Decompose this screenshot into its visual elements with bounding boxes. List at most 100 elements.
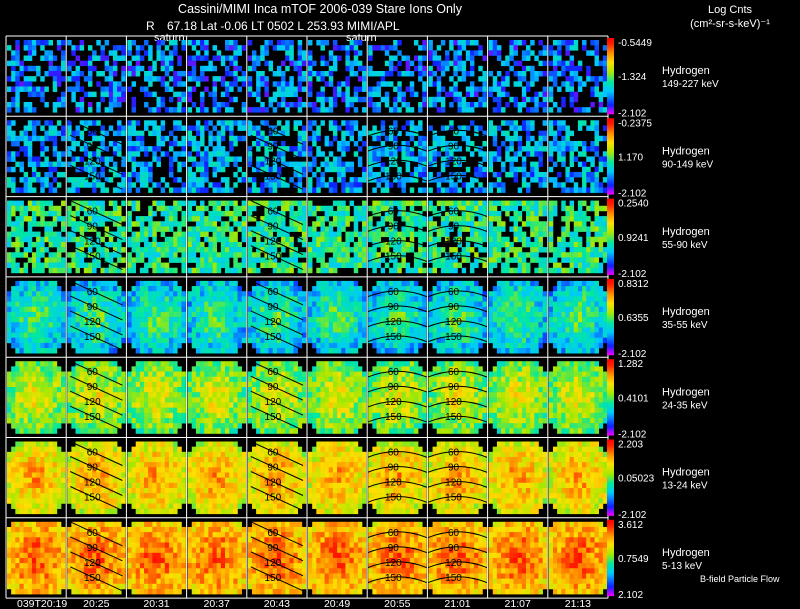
heatmap-cell	[264, 81, 269, 87]
heatmap-cell	[71, 177, 76, 183]
heatmap-cell	[148, 291, 153, 297]
heatmap-cell	[526, 81, 531, 87]
heatmap-cell	[357, 322, 363, 328]
heatmap-cell	[225, 70, 230, 77]
contour-line	[69, 310, 123, 336]
heatmap-cell	[40, 200, 45, 207]
heatmap-cell	[200, 156, 205, 162]
heatmap-cell	[121, 187, 126, 193]
heatmap-cell	[312, 236, 317, 243]
heatmap-cell	[177, 140, 182, 147]
heatmap-cell	[27, 91, 33, 98]
heatmap-cell	[324, 161, 330, 168]
heatmap-cell	[405, 70, 411, 77]
heatmap-cell	[7, 301, 12, 308]
heatmap-cell	[428, 216, 433, 222]
heatmap-cell	[397, 267, 402, 274]
heatmap-cell	[229, 125, 234, 131]
heatmap-cell	[212, 262, 217, 269]
heatmap-cell	[293, 60, 298, 67]
heatmap-cell	[144, 286, 149, 292]
heatmap-cell	[92, 171, 97, 178]
contour-line	[69, 245, 123, 271]
heatmap-cell	[131, 317, 137, 323]
heatmap-cell	[19, 205, 24, 212]
heatmap-cell	[453, 55, 458, 61]
heatmap-cell	[156, 226, 161, 232]
heatmap-cell	[220, 296, 226, 302]
heatmap-cell	[602, 231, 608, 238]
heatmap-cell	[449, 171, 454, 178]
heatmap-cell	[156, 247, 161, 253]
heatmap-cell	[79, 45, 85, 51]
heatmap-cell	[530, 252, 535, 258]
heatmap-cell	[256, 200, 261, 207]
heatmap-cell	[301, 267, 307, 274]
heatmap-cell	[233, 257, 238, 263]
heatmap-cell	[52, 210, 58, 217]
heatmap-cell	[256, 70, 261, 77]
heatmap-cell	[83, 161, 89, 168]
heatmap-cell	[31, 86, 37, 92]
heatmap-cell	[121, 182, 126, 188]
heatmap-cell	[301, 171, 307, 178]
heatmap-cell	[229, 267, 234, 274]
contour-label: 150	[445, 171, 462, 182]
heatmap-cell	[384, 216, 390, 222]
heatmap-cell	[164, 135, 170, 142]
heatmap-cell	[590, 120, 595, 126]
heatmap-cell	[260, 166, 265, 173]
heatmap-cell	[297, 337, 303, 344]
heatmap-cell	[92, 332, 97, 338]
heatmap-cell	[285, 306, 290, 313]
heatmap-cell	[127, 70, 132, 77]
heatmap-cell	[492, 86, 498, 92]
heatmap-cell	[233, 280, 238, 287]
heatmap-cell	[181, 267, 186, 274]
heatmap-cell	[436, 236, 442, 243]
heatmap-cell	[501, 161, 506, 168]
heatmap-cell	[393, 236, 398, 243]
heatmap-cell	[11, 342, 16, 349]
heatmap-cell	[482, 171, 487, 178]
heatmap-cell	[181, 146, 186, 152]
heatmap-cell	[569, 257, 575, 263]
heatmap-cell	[177, 221, 182, 227]
heatmap-cell	[241, 171, 247, 178]
heatmap-cell	[168, 247, 174, 253]
heatmap-cell	[200, 151, 205, 157]
heatmap-cell	[320, 120, 325, 126]
heatmap-cell	[135, 291, 141, 297]
heatmap-cell	[501, 76, 506, 82]
heatmap-cell	[465, 241, 471, 248]
heatmap-cell	[413, 125, 419, 131]
heatmap-cell	[191, 291, 197, 297]
heatmap-cell	[177, 161, 182, 168]
heatmap-cell	[324, 81, 330, 87]
heatmap-cell	[380, 221, 386, 227]
heatmap-cell	[362, 65, 367, 72]
heatmap-cell	[83, 200, 89, 207]
heatmap-cell	[538, 40, 543, 46]
heatmap-cell	[445, 146, 450, 152]
heatmap-cell	[164, 267, 170, 274]
heatmap-cell	[144, 125, 149, 131]
heatmap-cell	[268, 322, 274, 328]
heatmap-cell	[83, 177, 89, 183]
heatmap-cell	[173, 311, 178, 318]
heatmap-cell	[220, 76, 226, 82]
heatmap-cell	[48, 130, 54, 137]
heatmap-cell	[100, 182, 105, 188]
heatmap-cell	[251, 200, 257, 207]
heatmap-cell	[388, 231, 394, 238]
heatmap-cell	[281, 296, 286, 302]
heatmap-cell	[316, 342, 321, 349]
heatmap-cell	[384, 231, 390, 238]
heatmap-cell	[509, 241, 514, 248]
heatmap-cell	[144, 348, 149, 354]
heatmap-cell	[409, 125, 415, 131]
heatmap-cell	[422, 156, 427, 162]
heatmap-cell	[108, 306, 114, 313]
heatmap-cell	[75, 332, 80, 338]
heatmap-cell	[548, 267, 554, 274]
